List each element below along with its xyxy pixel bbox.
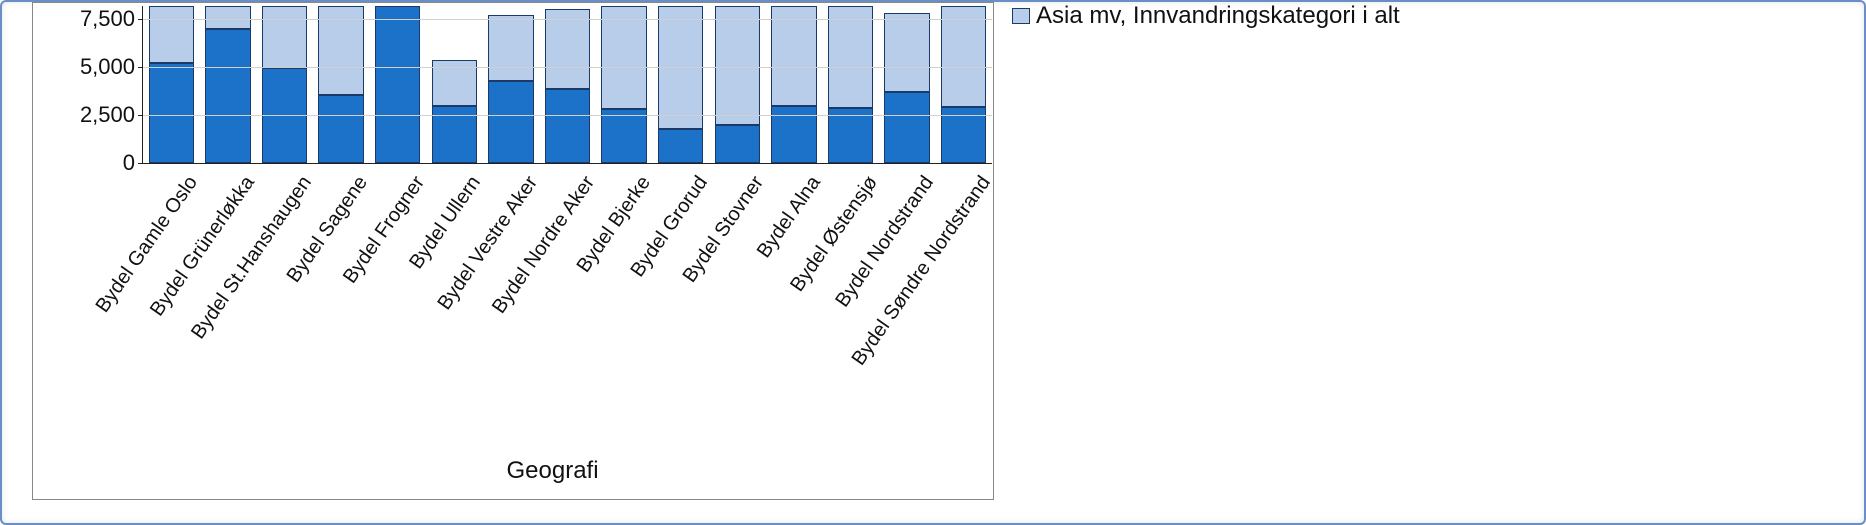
bar-group — [828, 6, 873, 163]
bar-group — [318, 6, 363, 163]
y-tick-label: 0 — [123, 150, 143, 176]
plot-area: 02,5005,0007,500 — [142, 6, 992, 164]
bar-segment-asia — [205, 6, 250, 29]
x-axis-title: Geografi — [507, 457, 599, 485]
legend-label: Asia mv, Innvandringskategori i alt — [1036, 2, 1400, 30]
bar-group — [715, 6, 760, 163]
bars-layer — [143, 6, 992, 163]
bar-segment-europa — [318, 95, 363, 163]
bar-segment-asia — [715, 6, 760, 125]
bar-group — [149, 6, 194, 163]
gridline — [143, 67, 992, 68]
bar-segment-europa — [205, 29, 250, 163]
bar-group — [771, 6, 816, 163]
bar-segment-asia — [884, 13, 929, 92]
bar-group — [375, 6, 420, 163]
bar-segment-asia — [601, 6, 646, 109]
bar-group — [601, 6, 646, 163]
bar-segment-asia — [488, 15, 533, 81]
bar-segment-europa — [884, 92, 929, 163]
bar-segment-europa — [658, 129, 703, 163]
bar-segment-europa — [545, 89, 590, 163]
bar-group — [545, 6, 590, 163]
gridline — [143, 19, 992, 20]
bar-group — [884, 6, 929, 163]
bar-segment-asia — [545, 9, 590, 89]
bar-group — [262, 6, 307, 163]
gridline — [143, 163, 992, 164]
bar-segment-asia — [828, 6, 873, 108]
bar-segment-europa — [828, 108, 873, 163]
bar-group — [432, 6, 477, 163]
bar-segment-europa — [149, 63, 194, 163]
bar-segment-europa — [375, 6, 420, 163]
bar-group — [205, 6, 250, 163]
bar-segment-asia — [149, 6, 194, 63]
bar-group — [488, 6, 533, 163]
legend-item: Asia mv, Innvandringskategori i alt — [1012, 2, 1400, 30]
legend: Asia mv, Innvandringskategori i alt — [1012, 2, 1400, 34]
bar-group — [941, 6, 986, 163]
y-tick-label: 5,000 — [80, 54, 143, 80]
bar-segment-asia — [771, 6, 816, 106]
bar-segment-asia — [262, 6, 307, 68]
bar-group — [658, 6, 703, 163]
bar-segment-europa — [715, 125, 760, 163]
legend-swatch — [1012, 8, 1030, 24]
bar-segment-europa — [601, 109, 646, 163]
y-tick-label: 2,500 — [80, 102, 143, 128]
bar-segment-asia — [941, 6, 986, 107]
gridline — [143, 115, 992, 116]
y-tick-label: 7,500 — [80, 6, 143, 32]
chart-frame: 02,5005,0007,500 Bydel Gamle OsloBydel G… — [0, 0, 1866, 525]
bar-segment-europa — [488, 81, 533, 163]
